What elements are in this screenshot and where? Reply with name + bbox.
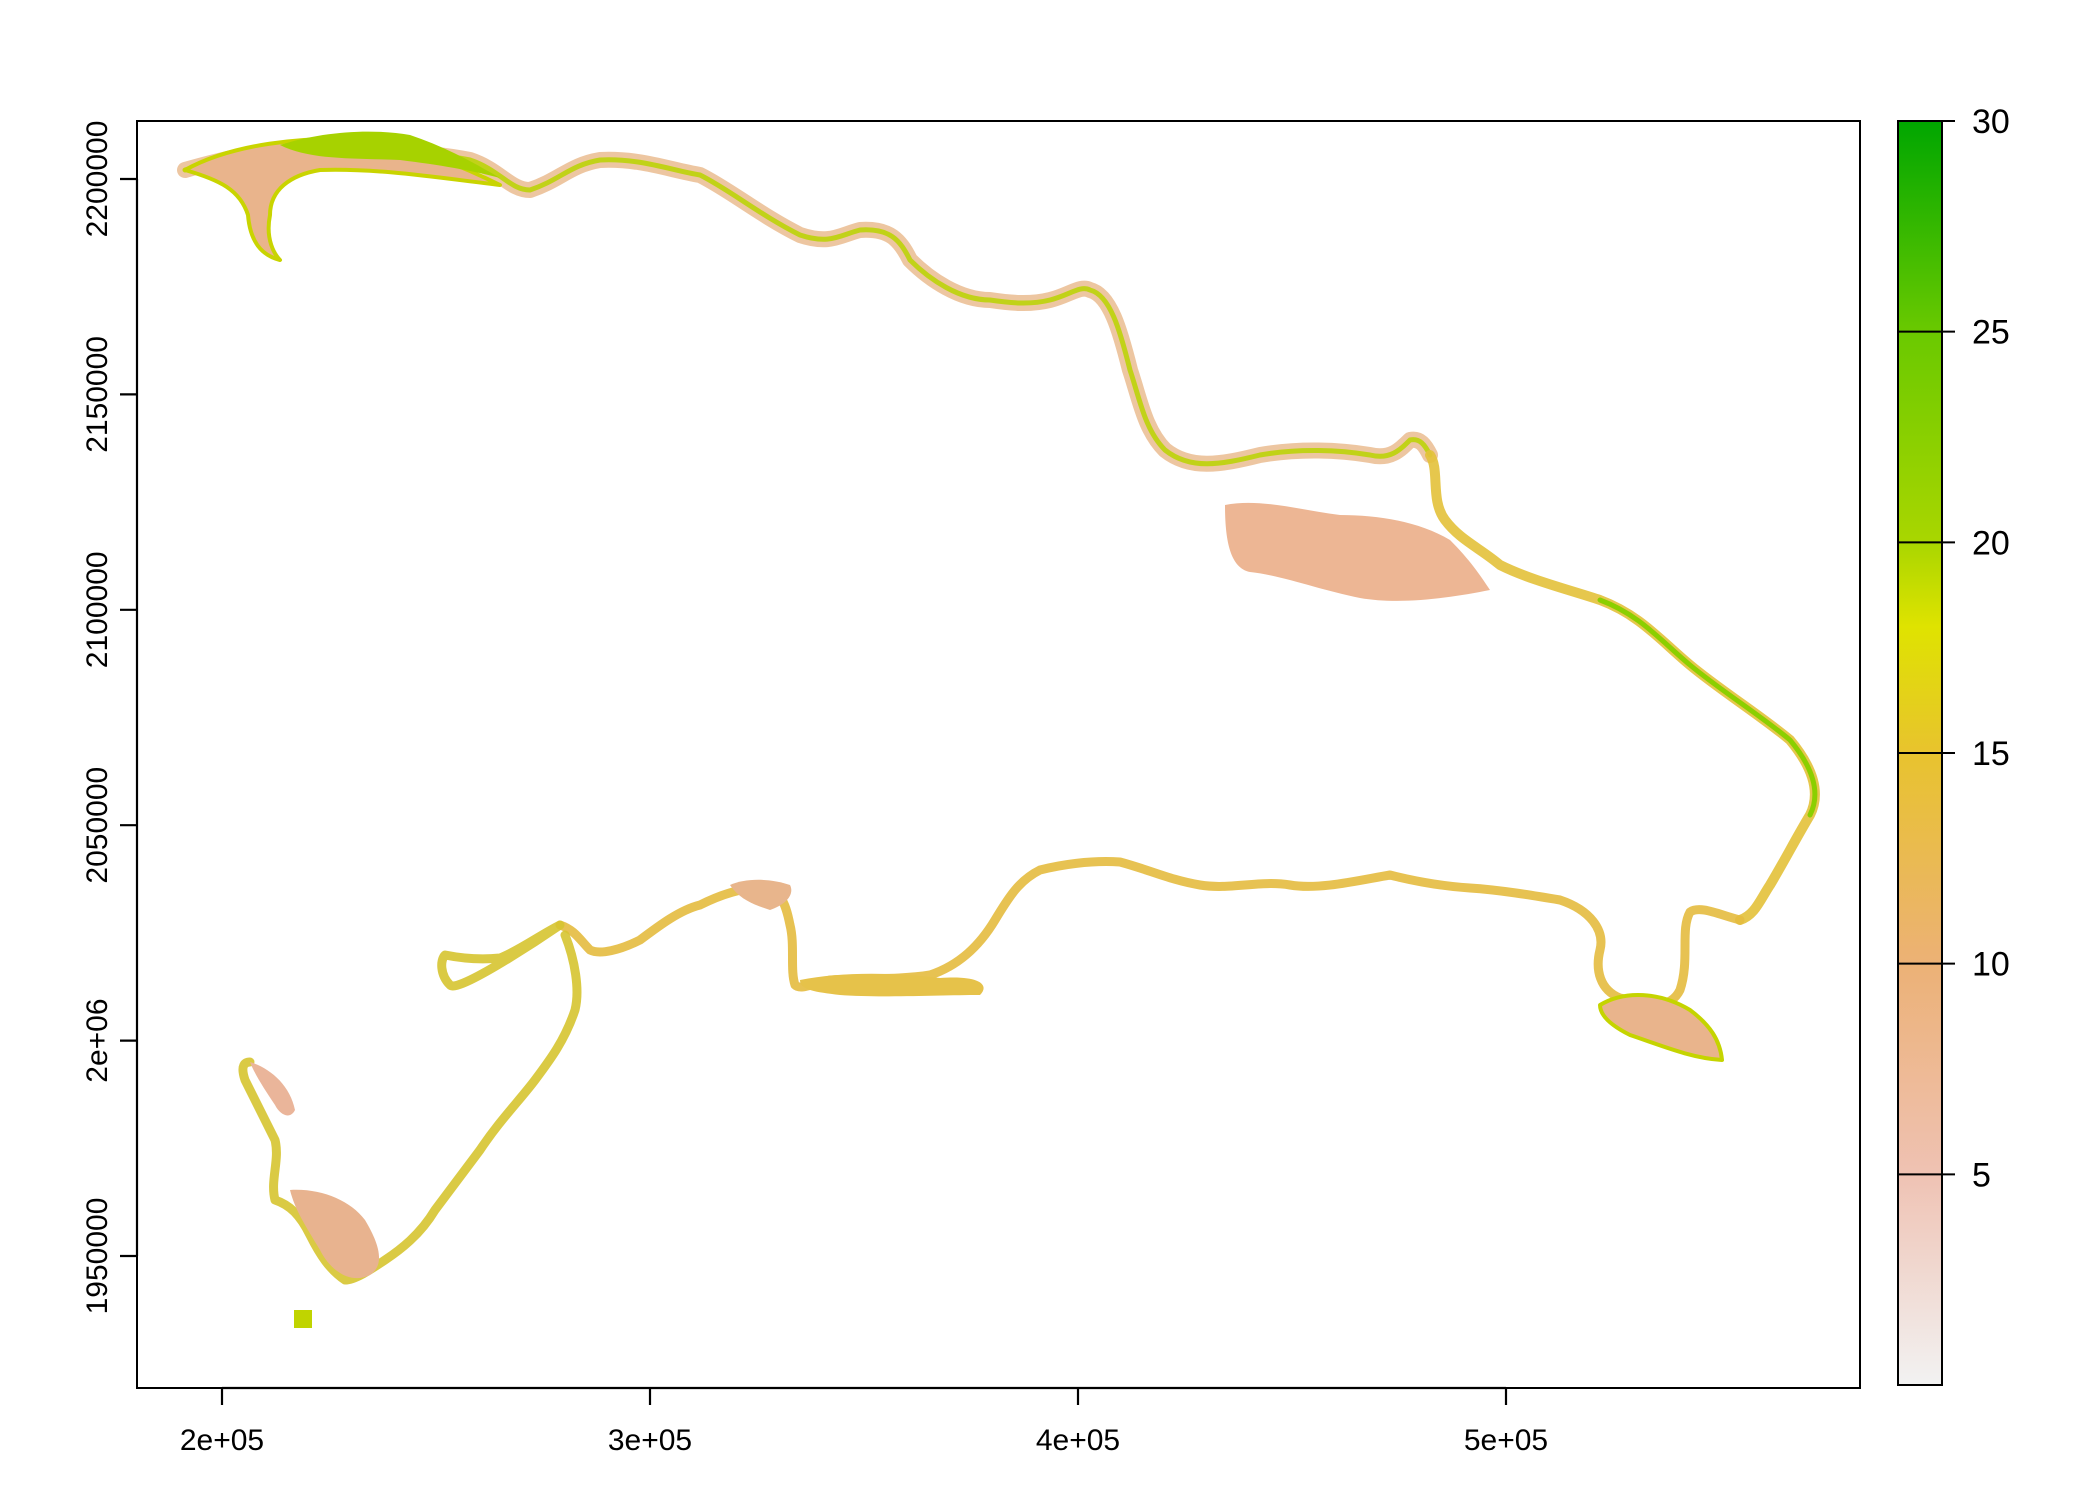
east-inland-patch — [1225, 502, 1490, 601]
legend-tick-label: 25 — [1972, 314, 2010, 352]
x-axis: 2e+05 3e+05 4e+05 5e+05 — [180, 1386, 1548, 1457]
south-coast-patch-2 — [800, 973, 984, 997]
y-tick-label: 2100000 — [81, 551, 114, 668]
plot-frame — [136, 120, 1861, 1389]
legend-tick-label: 15 — [1972, 735, 2010, 773]
legend: 5 10 15 20 25 30 — [1897, 103, 2010, 1386]
legend-tick-label: 10 — [1972, 946, 2010, 984]
raster-layer — [177, 131, 1820, 1328]
southwest-coast-band — [238, 920, 582, 1285]
southwest-west-patch — [250, 1062, 295, 1116]
x-tick-label: 5e+05 — [1464, 1424, 1548, 1457]
x-tick-label: 3e+05 — [608, 1424, 692, 1457]
y-tick-label: 2150000 — [81, 336, 114, 453]
north-coast-edge — [182, 147, 1433, 467]
y-tick-label: 1950000 — [81, 1198, 114, 1315]
x-tick-label: 2e+05 — [180, 1424, 264, 1457]
y-axis: 1950000 2e+06 2050000 2100000 2150000 2200000 — [81, 121, 139, 1315]
x-tick-label: 4e+05 — [1036, 1424, 1120, 1457]
legend-tick-label: 30 — [1972, 103, 2010, 141]
legend-tick-label: 5 — [1972, 1156, 1991, 1194]
legend-tick-label: 20 — [1972, 524, 2010, 562]
southwest-bay — [290, 1189, 380, 1279]
y-tick-label: 2e+06 — [81, 998, 114, 1082]
y-tick-label: 2050000 — [81, 767, 114, 884]
northwest-green — [280, 131, 500, 178]
east-coast-green — [1597, 597, 1818, 818]
south-coast-patch-1 — [730, 879, 792, 910]
y-tick-label: 2200000 — [81, 121, 114, 238]
southwest-islet — [294, 1310, 312, 1328]
southeast-peninsula — [1598, 993, 1724, 1062]
